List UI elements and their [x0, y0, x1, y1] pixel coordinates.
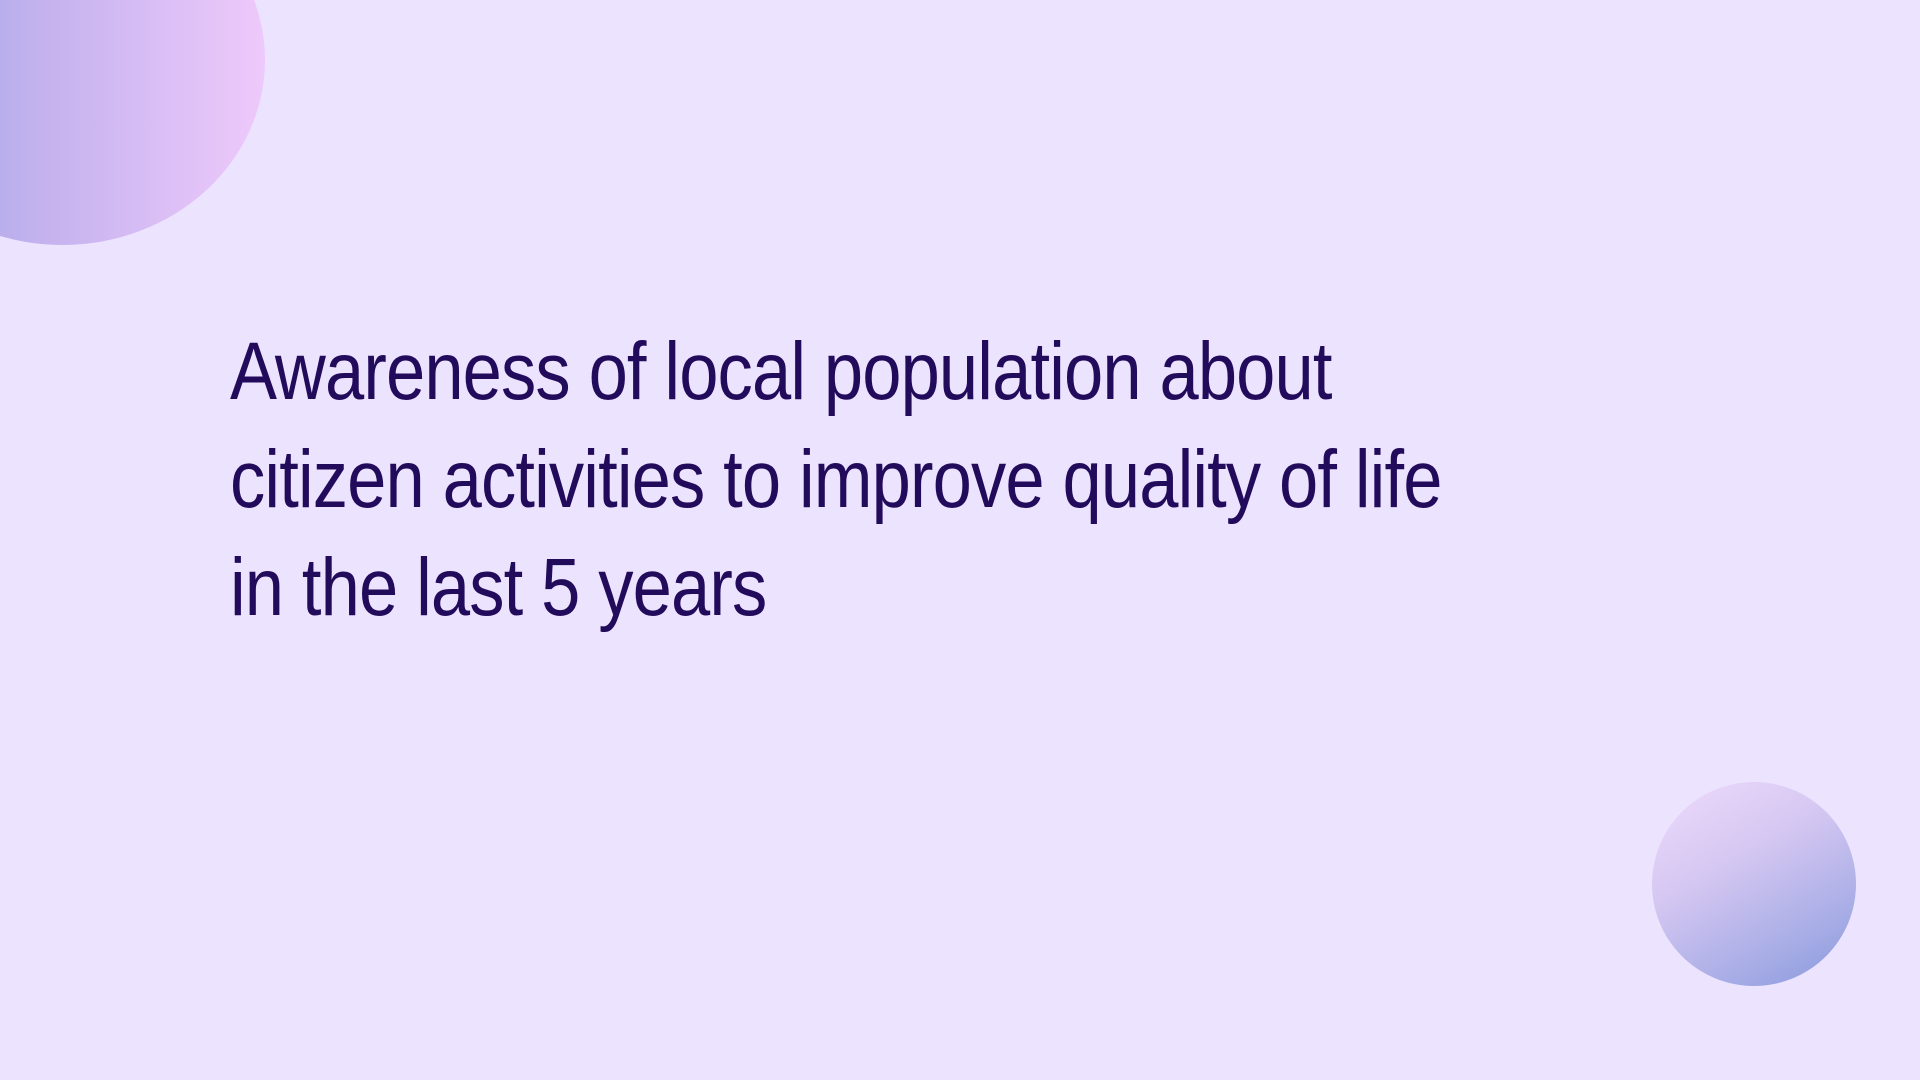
decorative-circle-top-left — [0, 0, 265, 245]
slide-title: Awareness of local population about citi… — [230, 326, 1442, 633]
decorative-circle-bottom-right — [1652, 782, 1856, 986]
